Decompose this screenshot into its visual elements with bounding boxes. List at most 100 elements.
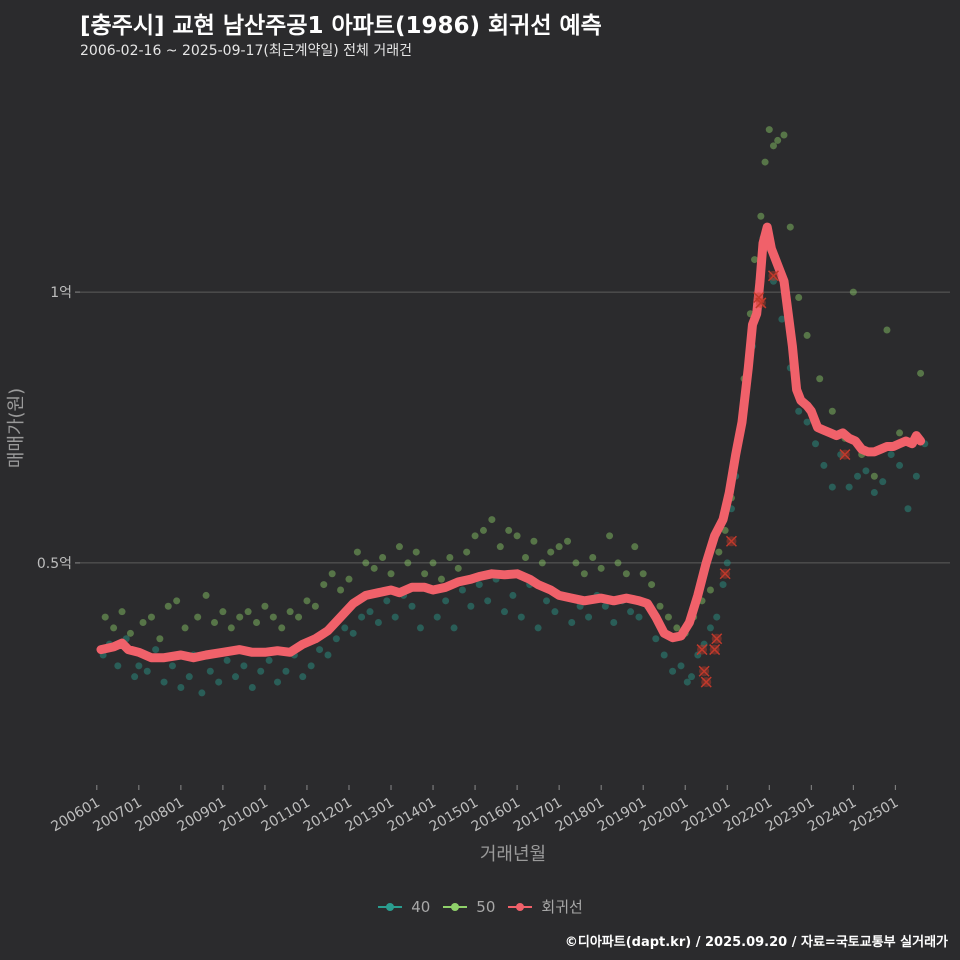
data-point-50 xyxy=(564,537,572,545)
data-point-50 xyxy=(269,613,277,621)
data-point-40 xyxy=(862,467,870,475)
data-point-50 xyxy=(870,472,878,480)
data-point-50 xyxy=(715,548,723,556)
data-point-40 xyxy=(635,613,643,621)
y-tick-layer: 0.5억 1억 xyxy=(37,285,80,572)
data-point-50 xyxy=(664,613,672,621)
data-point-40 xyxy=(223,656,231,664)
data-point-40 xyxy=(601,602,609,610)
x-tick-label: 202501 xyxy=(847,795,901,836)
grid-layer xyxy=(80,291,950,564)
data-point-50 xyxy=(917,369,925,377)
data-point-50 xyxy=(883,326,891,334)
data-point-40 xyxy=(391,613,399,621)
data-point-50 xyxy=(538,559,546,567)
data-point-50 xyxy=(219,608,227,616)
data-point-50 xyxy=(786,223,794,231)
data-point-40 xyxy=(585,613,593,621)
data-point-50 xyxy=(139,619,147,626)
data-point-40 xyxy=(143,667,151,675)
source-caption: ©디아파트(dapt.kr) / 2025.09.20 / 자료=국토교통부 실… xyxy=(564,935,948,950)
data-point-50 xyxy=(589,554,597,561)
cancel-marker xyxy=(767,270,780,282)
data-point-40 xyxy=(206,667,214,675)
data-point-40 xyxy=(854,472,862,480)
data-point-50 xyxy=(353,548,361,556)
data-point-50 xyxy=(828,407,836,415)
data-point-50 xyxy=(769,142,777,150)
point-layer xyxy=(99,126,929,697)
data-point-50 xyxy=(261,602,269,610)
data-point-50 xyxy=(606,532,614,540)
data-point-50 xyxy=(295,613,303,621)
data-point-40 xyxy=(215,678,223,686)
data-point-40 xyxy=(534,624,542,632)
data-point-40 xyxy=(683,678,691,686)
chart-subtitle: 2006-02-16 ~ 2025-09-17(최근계약일) 전체 거래건 xyxy=(80,43,412,59)
cancel-marker-cross xyxy=(719,568,731,580)
data-point-40 xyxy=(307,662,315,670)
data-point-40 xyxy=(341,624,349,632)
data-point-50 xyxy=(311,602,319,610)
data-point-40 xyxy=(694,651,702,659)
data-point-50 xyxy=(849,288,857,296)
line-layer xyxy=(96,222,926,663)
data-point-40 xyxy=(517,613,525,621)
cancel-marker-cross xyxy=(711,633,723,645)
legend-label-50: 50 xyxy=(476,897,496,916)
chart-legend: 40 50 회귀선 xyxy=(0,896,960,917)
data-point-40 xyxy=(316,646,324,654)
data-point-40 xyxy=(669,667,677,675)
data-point-40 xyxy=(450,624,458,632)
data-point-50 xyxy=(780,131,788,139)
cancel-marker-cross xyxy=(725,535,737,547)
legend-item-50: 50 xyxy=(442,898,495,916)
data-point-40 xyxy=(688,673,696,681)
data-point-40 xyxy=(795,407,803,415)
data-point-50 xyxy=(572,559,580,567)
x-tick-layer: 2006012007012008012009012010012011012012… xyxy=(49,785,901,836)
data-point-40 xyxy=(551,608,559,616)
data-point-40 xyxy=(433,613,441,621)
data-point-50 xyxy=(395,543,403,551)
legend-item-regression: 회귀선 xyxy=(507,896,583,917)
data-point-40 xyxy=(332,635,340,643)
legend-key-50 xyxy=(442,899,468,915)
data-point-50 xyxy=(156,635,164,643)
data-point-50 xyxy=(505,526,513,534)
data-point-50 xyxy=(429,559,437,567)
data-point-40 xyxy=(458,586,466,594)
data-point-40 xyxy=(349,629,357,637)
data-point-50 xyxy=(244,608,252,616)
data-point-40 xyxy=(282,667,290,675)
data-point-40 xyxy=(713,613,721,621)
data-point-40 xyxy=(887,451,895,459)
data-point-40 xyxy=(870,489,878,496)
y-tick-label: 1억 xyxy=(50,285,72,301)
chart-title: [충주시] 교현 남산주공1 아파트(1986) 회귀선 예측 xyxy=(80,13,602,39)
data-point-50 xyxy=(639,570,647,578)
cancel-marker xyxy=(839,449,851,461)
data-point-40 xyxy=(152,646,160,654)
data-point-40 xyxy=(257,667,265,675)
data-point-50 xyxy=(757,212,765,220)
data-point-50 xyxy=(673,624,681,632)
data-point-50 xyxy=(147,613,155,621)
legend-item-40: 40 xyxy=(377,898,430,916)
data-point-40 xyxy=(509,591,517,599)
data-point-50 xyxy=(101,613,109,621)
data-point-50 xyxy=(761,158,769,166)
data-point-40 xyxy=(706,624,714,632)
data-point-40 xyxy=(198,689,206,697)
data-point-40 xyxy=(240,662,248,670)
data-point-40 xyxy=(131,673,139,681)
data-point-50 xyxy=(454,564,462,572)
data-point-50 xyxy=(173,597,181,605)
data-point-40 xyxy=(723,559,731,567)
data-point-40 xyxy=(803,418,811,426)
data-point-40 xyxy=(185,673,193,681)
data-point-50 xyxy=(303,597,311,605)
data-point-50 xyxy=(194,613,202,621)
data-point-40 xyxy=(812,440,820,448)
data-point-50 xyxy=(118,608,126,616)
